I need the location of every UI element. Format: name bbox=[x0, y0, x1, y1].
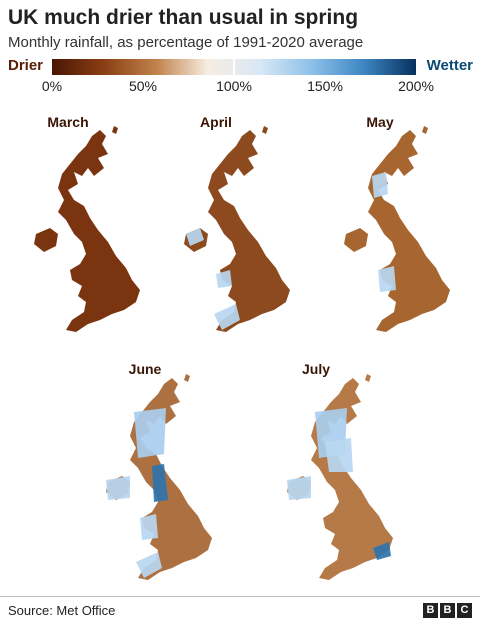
map-landmass-gb bbox=[58, 130, 140, 332]
map-april bbox=[184, 126, 290, 332]
map-landmass-isles bbox=[262, 126, 268, 134]
legend-tick-50: 50% bbox=[128, 78, 158, 94]
map-landmass-isles bbox=[365, 374, 371, 382]
map-landmass-isles bbox=[422, 126, 428, 134]
map-region-northern-ireland bbox=[106, 476, 130, 500]
map-region-scotland bbox=[134, 408, 166, 458]
bbc-logo-letter: B bbox=[423, 603, 438, 618]
map-region-scotland-west bbox=[372, 172, 388, 198]
map-label-june: June bbox=[128, 361, 162, 377]
map-july bbox=[287, 374, 393, 580]
map-landmass-ni bbox=[34, 228, 58, 252]
map-region-north-west bbox=[152, 464, 168, 502]
map-label-april: April bbox=[200, 114, 232, 130]
chart-title: UK much drier than usual in spring bbox=[8, 6, 359, 29]
bbc-logo-letter: C bbox=[457, 603, 472, 618]
map-region-wales bbox=[140, 514, 158, 540]
map-march bbox=[34, 126, 140, 332]
map-region-wales bbox=[378, 266, 396, 292]
map-region-northern-ireland bbox=[287, 476, 311, 500]
map-june bbox=[106, 374, 212, 580]
map-region-north-ireland bbox=[186, 228, 204, 246]
footer-divider bbox=[0, 596, 480, 597]
map-landmass-gb bbox=[311, 378, 393, 580]
legend-midpoint-marker bbox=[233, 55, 235, 81]
map-landmass-gb bbox=[368, 130, 450, 332]
legend-tick-150: 150% bbox=[307, 78, 343, 94]
legend-tick-0: 0% bbox=[41, 78, 63, 94]
legend-drier-label: Drier bbox=[8, 57, 44, 74]
source-note: Source: Met Office bbox=[8, 603, 116, 618]
legend-tick-200: 200% bbox=[398, 78, 434, 94]
map-may bbox=[344, 126, 450, 332]
map-landmass-isles bbox=[184, 374, 190, 382]
map-region-south-east bbox=[373, 542, 391, 560]
legend-tick-100: 100% bbox=[216, 78, 252, 94]
map-label-july: July bbox=[301, 361, 331, 377]
map-landmass-ni bbox=[344, 228, 368, 252]
map-landmass-isles bbox=[112, 126, 118, 134]
map-landmass-gb bbox=[208, 130, 290, 332]
legend-wetter-label: Wetter bbox=[426, 57, 473, 74]
map-region-south-west bbox=[214, 304, 240, 330]
bbc-logo-letter: B bbox=[440, 603, 455, 618]
map-landmass-gb bbox=[130, 378, 212, 580]
map-label-march: March bbox=[47, 114, 89, 130]
chart-subtitle: Monthly rainfall, as percentage of 1991-… bbox=[8, 34, 364, 51]
map-region-north bbox=[325, 438, 353, 472]
map-region-south-west bbox=[136, 552, 162, 578]
bbc-logo: B B C bbox=[423, 603, 472, 618]
map-region-west-wales bbox=[216, 270, 232, 288]
map-label-may: May bbox=[366, 114, 394, 130]
